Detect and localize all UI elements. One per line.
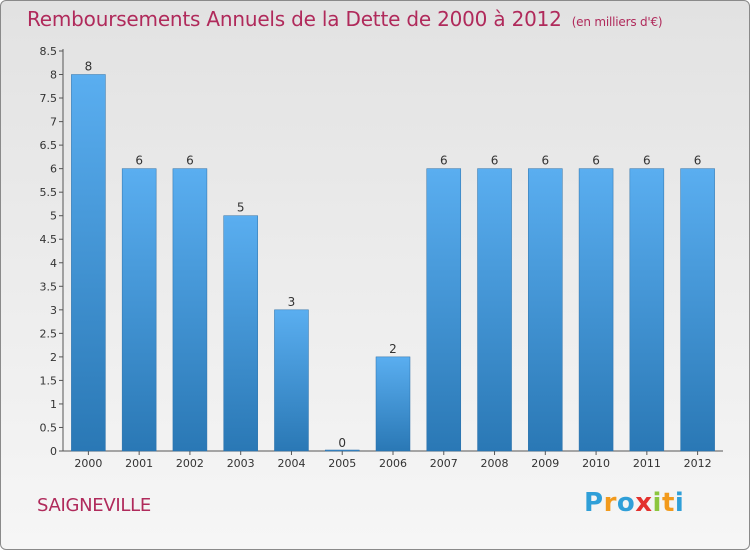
logo-letter: r [603,488,617,518]
bar-2010 [578,168,614,452]
x-tick-label: 2007 [430,457,458,470]
y-tick-label: 2.5 [40,327,58,340]
y-tick-label: 1.5 [40,374,58,387]
y-tick-label: 4.5 [40,233,58,246]
bar-value-label: 6 [592,154,600,168]
bar-2004 [274,309,309,452]
x-tick-label: 2002 [176,457,204,470]
bar-2011 [629,168,665,452]
bar-2007 [426,168,462,452]
y-tick-label: 4 [50,257,57,270]
bar-value-label: 6 [135,154,143,168]
bar-value-label: 6 [491,154,499,168]
bar-2003 [223,215,258,452]
x-tick-label: 2012 [684,457,712,470]
y-tick-label: 2 [50,351,57,364]
x-tick-label: 2004 [277,457,305,470]
bar-2006 [375,356,411,452]
x-tick-label: 2009 [531,457,559,470]
logo-letter: x [635,488,653,518]
bar-value-label: 8 [85,60,93,74]
logo-letter: P [584,488,604,518]
y-tick-label: 5.5 [40,186,58,199]
logo-letter: t [661,488,675,518]
bar-2009 [528,168,563,452]
x-tick-label: 2000 [74,457,102,470]
y-tick-label: 1 [50,398,57,411]
bar-2008 [477,168,512,452]
y-tick-label: 0 [50,445,57,458]
x-tick-label: 2008 [481,457,509,470]
place-name: SAIGNEVILLE [37,495,151,516]
bar-value-label: 6 [186,154,194,168]
bar-value-label: 6 [694,154,702,168]
bar-2001 [121,168,157,452]
bar-value-label: 2 [389,342,397,356]
bar-value-label: 6 [643,154,651,168]
logo-letter: i [652,488,662,518]
bar-2005 [324,449,360,452]
y-tick-label: 8 [50,69,57,82]
chart-subtitle: (en milliers d'€) [571,15,663,29]
y-tick-label: 6.5 [40,139,58,152]
x-tick-label: 2003 [227,457,255,470]
y-tick-label: 7 [50,116,57,129]
bar-value-label: 0 [338,436,346,450]
bar-value-label: 6 [541,154,549,168]
bar-value-label: 3 [288,295,296,309]
bar-value-label: 5 [237,201,245,215]
y-tick-label: 3.5 [40,280,58,293]
y-tick-label: 6 [50,163,57,176]
x-tick-label: 2005 [328,457,356,470]
proxiti-logo: Proxiti [584,488,684,518]
logo-letter: i [674,488,685,518]
logo-letter: o [616,488,636,518]
bar-2000 [71,74,106,452]
x-tick-label: 2006 [379,457,407,470]
bar-value-label: 6 [440,154,448,168]
y-tick-label: 8.5 [40,45,58,58]
x-tick-label: 2010 [582,457,610,470]
y-tick-label: 0.5 [40,421,58,434]
bar-2012 [680,168,715,452]
chart-title-block: Remboursements Annuels de la Dette de 20… [27,7,663,31]
x-tick-label: 2011 [633,457,661,470]
y-tick-label: 3 [50,304,57,317]
y-tick-label: 7.5 [40,92,58,105]
x-tick-label: 2001 [125,457,153,470]
bar-2002 [172,168,208,452]
y-tick-label: 5 [50,210,57,223]
chart-title: Remboursements Annuels de la Dette de 20… [27,7,562,31]
